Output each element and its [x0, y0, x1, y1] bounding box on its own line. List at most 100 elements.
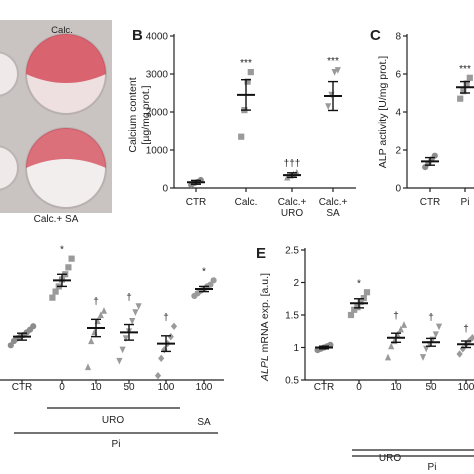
d-data-point: [122, 335, 129, 342]
c-ytick-label: 2: [395, 146, 401, 157]
d-data-point: [52, 288, 59, 295]
b-xtick-label: SA: [326, 208, 340, 219]
e-uro-label: URO: [379, 453, 401, 464]
c-data-point: [457, 95, 464, 102]
b-ytick-label: 0: [162, 184, 168, 195]
panel-letter-b: B: [132, 27, 143, 44]
e-data-point: [363, 289, 371, 296]
e-ytick-label: 1: [293, 343, 299, 354]
c-ytick-label: 0: [395, 184, 401, 195]
b-significance-label: †††: [284, 158, 301, 169]
b-ytick-label: 4000: [146, 32, 169, 43]
b-data-point: [238, 133, 245, 140]
d-xtick-label: CTR: [12, 382, 33, 393]
panel-a-photo: Calc. Calc.+ SA: [0, 20, 112, 225]
d-xtick-label: 50: [123, 382, 135, 393]
d-data-point: [49, 294, 56, 301]
c-data-point: [466, 74, 473, 81]
e-data-point: [357, 298, 364, 306]
b-xtick-label: CTR: [186, 197, 207, 208]
b-significance-label: ***: [240, 58, 252, 69]
e-ytick-label: 2: [293, 278, 299, 289]
e-data-point: [423, 345, 430, 353]
d-data-point: [7, 342, 14, 349]
d-data-point: [210, 277, 217, 284]
e-data-point: [351, 306, 358, 313]
c-ylabel: ALP activity [U/mg prot.]: [377, 56, 389, 169]
b-ylabel-line2: [µg/mg prot.]: [140, 85, 152, 144]
e-xtick-label: 50: [425, 382, 437, 393]
d-significance-label: *: [202, 266, 206, 277]
e-significance-label: †: [463, 324, 469, 335]
b-ytick-label: 2000: [146, 108, 169, 119]
e-ytick-label: 0.5: [285, 376, 299, 387]
e-ytick-label: 2.5: [285, 246, 299, 257]
b-xtick-label: Calc.+: [278, 197, 307, 208]
d-data-point: [116, 357, 123, 365]
b-data-point: [244, 78, 251, 85]
b-ytick-label: 3000: [146, 70, 169, 81]
e-xtick-label: CTR: [314, 382, 335, 393]
d-significance-label: †: [126, 292, 132, 303]
e-data-point: [419, 354, 427, 361]
e-significance-label: †: [393, 311, 399, 322]
label-calc-sa: Calc.+ SA: [34, 214, 79, 225]
e-data-point: [347, 311, 355, 319]
dish-calc-sa-stain: [26, 128, 106, 168]
d-data-point: [65, 264, 72, 271]
e-significance-label: *: [357, 278, 361, 289]
e-data-point: [469, 334, 474, 342]
e-xtick-label: 10: [390, 382, 402, 393]
c-ytick-label: 4: [395, 108, 401, 119]
b-xtick-label: Calc.: [235, 197, 258, 208]
c-xtick-label: Pi: [461, 197, 470, 208]
c-ytick-label: 6: [395, 70, 401, 81]
d-data-point: [100, 307, 108, 314]
d-uro-label: URO: [102, 415, 124, 426]
d-data-point: [170, 322, 178, 330]
d-data-point: [132, 309, 139, 316]
d-pi-label: Pi: [112, 439, 121, 450]
label-calc: Calc.: [51, 25, 73, 36]
e-xtick-label: 100: [458, 382, 474, 393]
d-xtick-label: 10: [90, 382, 102, 393]
e-ylabel-rest: mRNA exp. [a.u.]: [259, 273, 271, 355]
d-data-point: [119, 346, 126, 354]
b-data-point: [247, 69, 254, 76]
panel-letter-e: E: [256, 245, 266, 262]
e-ylabel: ALPL mRNA exp. [a.u.]: [259, 273, 271, 382]
b-ytick-label: 1000: [146, 146, 169, 157]
e-data-point: [400, 321, 408, 328]
d-sa-label: SA: [197, 417, 211, 428]
panel-letter-c: C: [370, 27, 381, 44]
e-data-point: [456, 350, 463, 358]
panel-c: C ALP activity [U/mg prot.] 0 2 4 6 8 CTR Pi **…: [370, 27, 474, 208]
d-data-point: [30, 323, 37, 330]
d-data-point: [97, 311, 104, 319]
c-xtick-label: CTR: [420, 197, 441, 208]
d-significance-label: †: [163, 312, 169, 323]
e-data-point: [432, 331, 439, 339]
d-data-point: [84, 363, 92, 371]
b-data-point: [331, 69, 338, 76]
dish-bottom-left: [0, 145, 19, 191]
dish-calc-stain: [26, 34, 106, 83]
dish-top-left: [0, 51, 19, 97]
b-ylabel-line1: Calcium content: [127, 77, 139, 152]
b-significance-label: ***: [327, 56, 339, 67]
d-data-point: [129, 317, 136, 325]
panel-d: Pi URO SA CTR 0 * 10 † 50 † 100 † 100 *: [0, 245, 224, 450]
c-data-point: [460, 88, 467, 95]
d-data-point: [167, 332, 174, 341]
d-xtick-label: 100: [196, 382, 213, 393]
d-data-point: [154, 371, 162, 380]
c-significance-label: ***: [459, 64, 471, 75]
d-significance-label: *: [60, 245, 64, 256]
panel-e: E ALPL mRNA exp. [a.u.] Pi URO 0.5 1 1.5 2 2…: [256, 245, 474, 473]
e-data-point: [384, 353, 392, 361]
e-data-point: [435, 323, 443, 331]
c-data-point: [463, 80, 470, 87]
d-data-point: [88, 337, 95, 345]
e-data-point: [388, 342, 395, 350]
